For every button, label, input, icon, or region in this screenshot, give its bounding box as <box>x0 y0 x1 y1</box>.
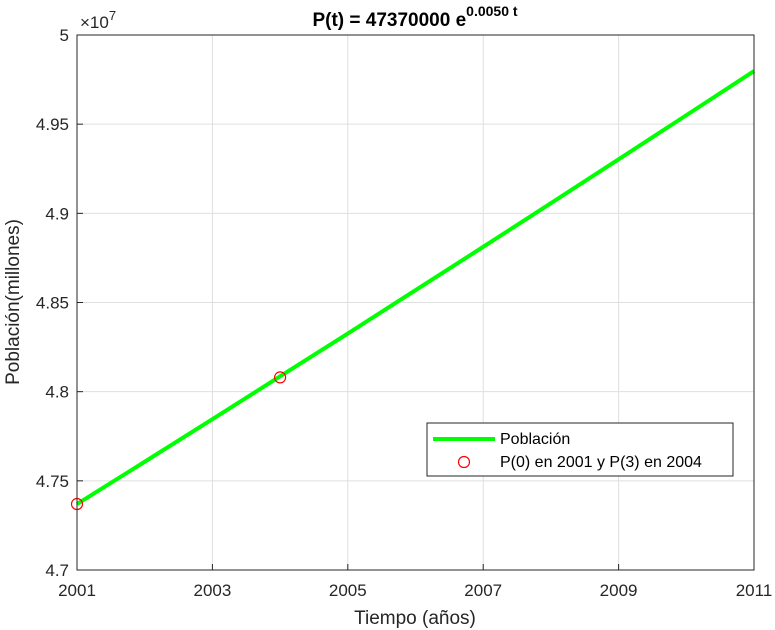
y-tick-label: 4.95 <box>36 115 69 134</box>
legend-marker-swatch <box>457 455 471 469</box>
y-tick-label: 4.7 <box>45 561 69 580</box>
legend-label-poblacion: Población <box>500 431 570 448</box>
y-tick-label: 4.75 <box>36 472 69 491</box>
legend-label-points: P(0) en 2001 y P(3) en 2004 <box>500 454 702 471</box>
y-tick-label: 4.85 <box>36 294 69 313</box>
chart-title-base: P(t) = 47370000 e <box>312 10 466 31</box>
chart-title: P(t) = 47370000 e0.0050 t <box>312 3 517 31</box>
series-line-poblacion <box>75 69 756 506</box>
y-multiplier: ×107 <box>80 8 116 32</box>
y-tick-label: 4.9 <box>45 204 69 223</box>
y-axis-label: Población(millones) <box>3 219 24 385</box>
x-tick-label: 2001 <box>58 581 96 600</box>
legend-box <box>426 422 734 477</box>
y-multiplier-exponent: 7 <box>109 8 116 23</box>
y-tick-label: 5 <box>60 26 69 45</box>
grid <box>77 35 754 570</box>
x-tick-label: 2009 <box>600 581 638 600</box>
x-tick-label: 2005 <box>329 581 367 600</box>
y-multiplier-base: ×10 <box>80 13 109 32</box>
x-tick-label: 2007 <box>464 581 502 600</box>
x-tick-label: 2003 <box>193 581 231 600</box>
ticks: 2001 2003 2005 2007 2009 2011 4.7 4.75 4.8 4.85 4.… <box>36 26 772 600</box>
data-point-marker <box>274 371 287 384</box>
legend: Población P(0) en 2001 y P(3) en 2004 <box>426 422 734 477</box>
x-axis-label: Tiempo (años) <box>354 608 476 629</box>
y-tick-label: 4.8 <box>45 383 69 402</box>
chart-title-exponent: 0.0050 t <box>466 3 518 19</box>
x-tick-label: 2011 <box>736 581 773 600</box>
